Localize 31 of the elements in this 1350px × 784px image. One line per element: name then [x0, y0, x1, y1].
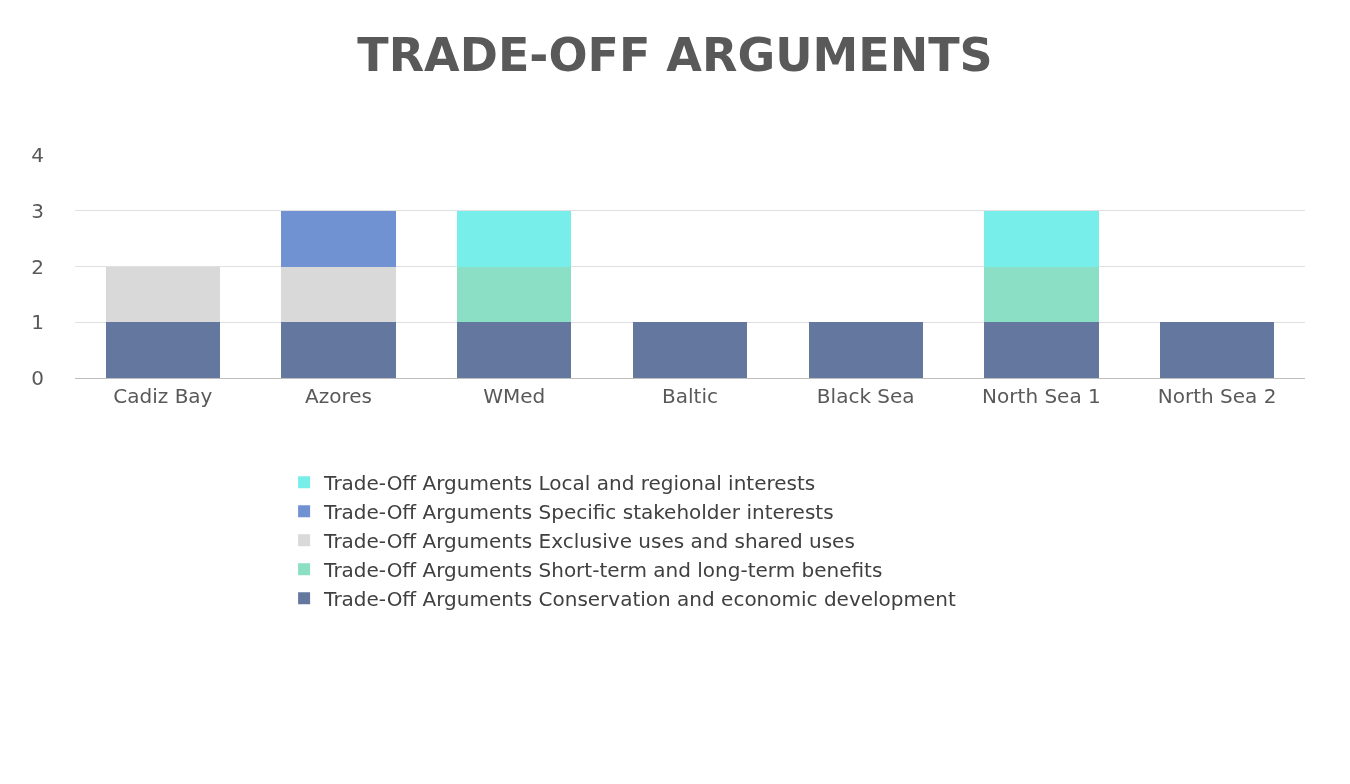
- x-tick-label: Black Sea: [816, 384, 915, 408]
- bar: [281, 210, 396, 267]
- bar: [1160, 322, 1275, 378]
- legend-label: Trade-Off Arguments Conservation and economic development: [323, 587, 957, 612]
- legend-label: Trade-Off Arguments Short-term and long-term benefits: [323, 558, 883, 583]
- y-tick-label: 4: [31, 143, 44, 167]
- x-tick-label: WMed: [483, 384, 546, 408]
- x-tick-label: North Sea 2: [1157, 384, 1277, 408]
- bar: [984, 210, 1099, 267]
- chart-title: TRADE-OFF ARGUMENTS: [357, 28, 993, 83]
- bar: [984, 322, 1099, 378]
- y-tick-label: 2: [31, 254, 44, 279]
- x-tick-label: North Sea 1: [982, 384, 1101, 408]
- bar: [457, 210, 572, 267]
- bar: [808, 322, 923, 378]
- y-tick-label: 1: [31, 310, 44, 335]
- bar: [281, 266, 396, 323]
- x-tick-label: Azores: [305, 384, 373, 408]
- x-tick-label: Cadiz Bay: [113, 384, 213, 408]
- legend-label: Trade-Off Arguments Specific stakeholder interests: [323, 500, 834, 525]
- legend-label: Trade-Off Arguments Local and regional interests: [323, 471, 816, 496]
- y-tick-label: 3: [31, 198, 44, 223]
- bar: [457, 266, 572, 323]
- bar: [281, 322, 396, 378]
- bar: [457, 322, 572, 378]
- bar: [632, 322, 748, 378]
- y-tick-label: 0: [31, 366, 44, 390]
- x-tick-label: Baltic: [662, 384, 718, 408]
- bar: [984, 266, 1099, 323]
- legend-label: Trade-Off Arguments Exclusive uses and shared uses: [323, 529, 855, 554]
- bar: [105, 322, 220, 378]
